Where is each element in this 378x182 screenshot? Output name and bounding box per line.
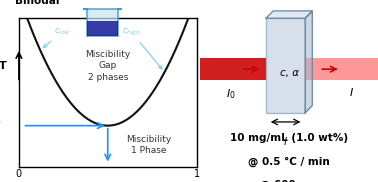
Text: $I_0$: $I_0$ (226, 87, 235, 101)
Text: c, α: c, α (280, 68, 299, 78)
Text: $l$: $l$ (283, 135, 288, 147)
Text: T: T (0, 61, 7, 71)
Text: 10 mg/mL (1.0 wt%): 10 mg/mL (1.0 wt%) (230, 133, 348, 143)
FancyBboxPatch shape (200, 58, 266, 80)
Text: @ 0.5 °C / min: @ 0.5 °C / min (248, 157, 330, 167)
Text: @ 600 nm: @ 600 nm (260, 180, 318, 182)
Polygon shape (266, 11, 312, 18)
Text: Miscibility
Gap
2 phases: Miscibility Gap 2 phases (85, 50, 130, 82)
Text: Binodal: Binodal (15, 0, 60, 6)
Polygon shape (305, 11, 312, 113)
Text: $c_{low}$: $c_{low}$ (43, 26, 71, 48)
Text: $I$: $I$ (349, 86, 354, 98)
FancyBboxPatch shape (266, 18, 305, 113)
Text: LCST: LCST (0, 121, 1, 131)
Text: Miscibility
1 Phase: Miscibility 1 Phase (126, 135, 171, 155)
Text: $c_{high}$: $c_{high}$ (122, 27, 162, 69)
FancyBboxPatch shape (305, 58, 378, 80)
